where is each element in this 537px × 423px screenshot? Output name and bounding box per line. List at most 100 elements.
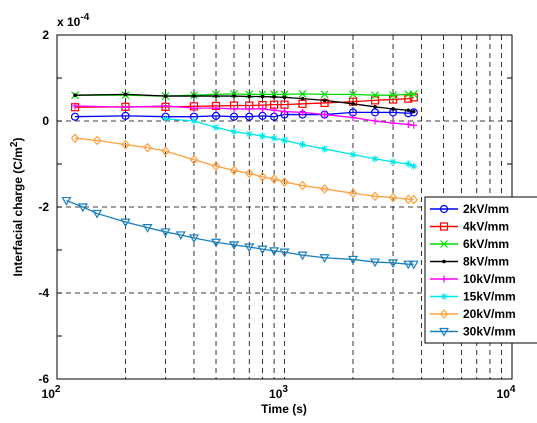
data-point-marker (281, 108, 288, 116)
y-tick-labels: 2 0 -2 -4 -6 (38, 28, 49, 386)
data-point-marker (406, 108, 411, 113)
data-point-marker (389, 158, 397, 166)
data-point-marker (232, 94, 236, 98)
data-point-marker (297, 251, 308, 261)
data-point-marker (190, 104, 198, 112)
data-point-marker (322, 98, 327, 103)
data-point-marker (272, 95, 276, 99)
legend-item: 8kV/mm (430, 255, 509, 269)
y-axis-label: Interfacial charge (C/m2) (9, 138, 25, 277)
data-point-marker (440, 293, 448, 300)
data-point-marker (371, 117, 379, 125)
data-point-marker (269, 247, 280, 257)
legend-item: 15kV/mm (430, 290, 516, 304)
data-point-marker (298, 89, 307, 98)
data-point-marker (299, 141, 307, 149)
data-point-marker (211, 161, 221, 172)
legend-label: 20kV/mm (463, 307, 516, 321)
data-point-marker (410, 162, 418, 170)
data-point-marker (258, 132, 266, 140)
data-point-marker (321, 145, 329, 153)
exponent-prefix: x 10 (57, 15, 81, 29)
data-point-marker (71, 102, 79, 110)
data-point-marker (70, 133, 80, 144)
data-point-marker (160, 228, 171, 238)
data-point-marker (403, 194, 413, 205)
data-point-marker (244, 168, 254, 179)
y-tick-label: -4 (38, 286, 49, 300)
data-point-marker (120, 218, 131, 228)
data-point-marker (440, 240, 448, 248)
exponent-label: x 10-4 (57, 12, 90, 29)
data-series (61, 89, 419, 270)
data-point-marker (440, 275, 448, 283)
data-point-marker (214, 94, 218, 98)
legend-item: 4kV/mm (430, 220, 509, 234)
data-point-marker (409, 108, 418, 117)
data-point-marker (212, 104, 220, 112)
data-point-marker (269, 174, 279, 184)
data-point-marker (349, 151, 357, 159)
legend-label: 6kV/mm (463, 237, 509, 251)
series-30kV-per-mm (61, 196, 419, 270)
data-point-marker (161, 146, 170, 157)
data-point-marker (162, 102, 170, 110)
data-point-marker (258, 171, 267, 182)
data-point-marker (229, 165, 239, 176)
data-point-marker (61, 196, 72, 206)
data-point-marker (70, 112, 80, 121)
data-point-marker (270, 106, 278, 114)
data-point-marker (298, 180, 307, 191)
data-point-marker (228, 241, 240, 251)
data-point-marker (280, 177, 289, 187)
data-point-marker (142, 224, 153, 233)
legend-label: 10kV/mm (463, 272, 516, 286)
data-point-marker (410, 121, 418, 129)
legend-label: 4kV/mm (463, 220, 509, 234)
data-point-marker (403, 260, 414, 270)
legend-label: 15kV/mm (463, 290, 516, 304)
data-point-marker (371, 91, 379, 100)
data-point-marker (282, 95, 287, 100)
data-point-marker (162, 115, 170, 123)
y-tick-label: 2 (42, 28, 49, 42)
data-point-marker (190, 117, 198, 125)
data-point-marker (404, 120, 412, 128)
y-axis-label-main: Interfacial charge (C/m (11, 147, 25, 276)
x-tick-label: 104 (497, 384, 516, 401)
data-point-marker (404, 160, 412, 168)
data-point-marker (370, 108, 380, 117)
data-point-marker (121, 111, 130, 120)
legend-item: 10kV/mm (430, 272, 516, 286)
data-point-marker (388, 259, 399, 269)
data-point-marker (188, 234, 200, 244)
series-line (75, 96, 414, 108)
data-point-marker (260, 94, 265, 99)
data-point-marker (370, 191, 380, 202)
legend-box (424, 196, 537, 344)
data-point-marker (281, 136, 288, 144)
legend-item: 2kV/mm (430, 202, 509, 216)
data-point-marker (388, 192, 398, 203)
data-point-marker (212, 123, 220, 131)
data-point-marker (210, 238, 222, 248)
data-point-marker (92, 209, 103, 219)
y-tick-label: -6 (38, 372, 49, 386)
data-point-marker (163, 94, 168, 98)
legend-label: 30kV/mm (463, 325, 516, 339)
data-point-marker (211, 111, 221, 120)
data-point-marker (370, 96, 380, 105)
data-point-marker (389, 119, 397, 127)
series-15kV-per-mm (162, 115, 418, 170)
data-point-marker (229, 112, 239, 121)
legend-item: 20kV/mm (430, 307, 516, 321)
data-point-marker (143, 142, 152, 153)
y-axis-label-sup: 2 (9, 141, 20, 147)
x-tick-labels: 102 103 104 (42, 384, 516, 401)
data-point-marker (391, 107, 395, 111)
data-point-marker (189, 154, 199, 165)
data-point-marker (347, 255, 359, 265)
data-point-marker (121, 139, 130, 150)
data-point-marker (73, 93, 77, 97)
